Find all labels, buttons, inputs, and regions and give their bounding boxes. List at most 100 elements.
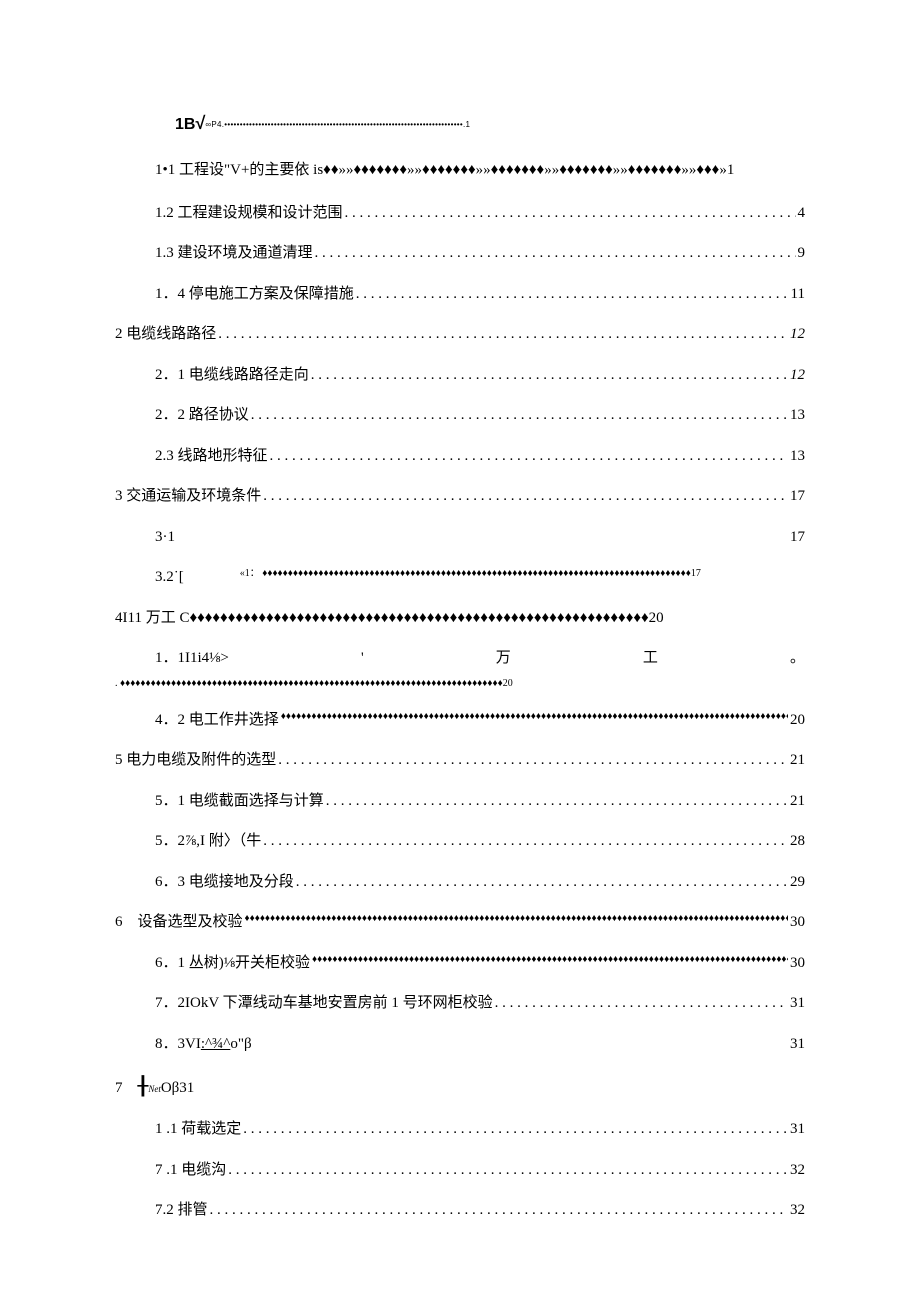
toc-entry: 4．2 电工作井选择 20: [115, 709, 805, 732]
toc-segment: 1．1I1i4⅛>: [155, 647, 229, 670]
toc-entry: 6 设备选型及校验 30: [115, 911, 805, 934]
toc-page: 28: [790, 830, 805, 853]
toc-label: 4．2 电工作井选择: [155, 709, 279, 732]
toc-page: 21: [790, 749, 805, 772]
toc-page: 13: [790, 445, 805, 468]
toc-entry: 2 电缆线路路径 12: [115, 323, 805, 346]
toc-leader: «1： ♦♦♦♦♦♦♦♦♦♦♦♦♦♦♦♦♦♦♦♦♦♦♦♦♦♦♦♦♦♦♦♦♦♦♦♦…: [240, 566, 805, 589]
toc-leader: [245, 911, 788, 926]
toc-page: 31: [790, 1118, 805, 1141]
toc-entry: 5．2⅞,I 附〉（牛 28: [115, 830, 805, 853]
toc-leader: . ♦♦♦♦♦♦♦♦♦♦♦♦♦♦♦♦♦♦♦♦♦♦♦♦♦♦♦♦♦♦♦♦♦♦♦♦♦♦…: [115, 676, 805, 691]
toc-label: 2.3 线路地形特征: [155, 445, 268, 468]
toc-entry: 1．4 停电施工方案及保障措施 11: [115, 283, 805, 306]
toc-label: 1.3 建设环境及通道清理: [155, 242, 313, 265]
toc-leader: [218, 323, 788, 338]
toc-label: 6．3 电缆接地及分段: [155, 871, 294, 894]
toc-label: 1 .1 荷载选定: [155, 1118, 241, 1141]
heading-radical: √: [195, 110, 205, 137]
toc-entry: 2．1 电缆线路路径走向 12: [115, 364, 805, 387]
toc-label: 5．1 电缆截面选择与计算: [155, 790, 324, 813]
toc-label: 3·1: [155, 526, 175, 549]
toc-label: 1.2 工程建设规模和设计范围: [155, 202, 343, 225]
toc-leader: [311, 364, 788, 379]
toc-segment: 。: [790, 647, 805, 670]
toc-segment: 工: [643, 647, 658, 670]
table-of-contents: 1•1 工程设"V+的主要依 is♦♦»»♦♦♦♦♦♦♦»»♦♦♦♦♦♦♦»»♦…: [115, 159, 805, 1222]
toc-leader: [251, 404, 788, 419]
toc-label: 5．2⅞,I 附〉（牛: [155, 830, 261, 853]
toc-label: 3 交通运输及环境条件: [115, 485, 261, 508]
toc-entry: 3·1 17: [115, 526, 805, 549]
toc-entry: 4I11 万工 C♦♦♦♦♦♦♦♦♦♦♦♦♦♦♦♦♦♦♦♦♦♦♦♦♦♦♦♦♦♦♦…: [115, 607, 805, 630]
toc-page: 32: [790, 1199, 805, 1222]
heading-prefix: 1B: [175, 113, 195, 137]
toc-entry: 7.2 排管 32: [115, 1199, 805, 1222]
toc-label: 2 电缆线路路径: [115, 323, 216, 346]
toc-leader: [345, 202, 796, 217]
toc-page: 13: [790, 404, 805, 427]
toc-entry: 2．2 路径协议 13: [115, 404, 805, 427]
toc-leader: [281, 709, 788, 724]
toc-segment: ': [361, 647, 364, 670]
document-page: 1B √ ∞P4.•••••••••••••••••••••••••••••••…: [0, 0, 920, 1300]
toc-entry: 1 .1 荷载选定 31: [115, 1118, 805, 1141]
toc-entry: 1•1 工程设"V+的主要依 is♦♦»»♦♦♦♦♦♦♦»»♦♦♦♦♦♦♦»»♦…: [115, 159, 805, 182]
toc-leader: [296, 871, 788, 886]
toc-entry: 1.3 建设环境及通道清理 9: [115, 242, 805, 265]
toc-heading-1: 1B √ ∞P4.•••••••••••••••••••••••••••••••…: [175, 110, 805, 137]
toc-label: 8．3VI:^¾^o"β: [155, 1033, 252, 1056]
toc-leader: [263, 830, 788, 845]
toc-leader: [312, 952, 788, 967]
toc-entry: 5 电力电缆及附件的选型 21: [115, 749, 805, 772]
toc-entry: 5．1 电缆截面选择与计算 21: [115, 790, 805, 813]
toc-page: 12: [790, 364, 805, 387]
toc-entry: 1.2 工程建设规模和设计范围 4: [115, 202, 805, 225]
toc-label: 2．2 路径协议: [155, 404, 249, 427]
toc-label: 6．1 丛树)⅛开关柜校验: [155, 952, 310, 975]
toc-page: 30: [790, 911, 805, 934]
heading-tail: ∞P4.••••••••••••••••••••••••••••••••••••…: [205, 119, 470, 131]
toc-entry: 3 交通运输及环境条件 17: [115, 485, 805, 508]
toc-entry: 6．1 丛树)⅛开关柜校验 30: [115, 952, 805, 975]
toc-leader: [278, 749, 788, 764]
toc-entry: 3.2˙[ «1： ♦♦♦♦♦♦♦♦♦♦♦♦♦♦♦♦♦♦♦♦♦♦♦♦♦♦♦♦♦♦♦…: [115, 566, 805, 589]
toc-leader: [326, 790, 788, 805]
toc-page: 4: [798, 202, 806, 225]
toc-label: 7 ╂NetOβ31: [115, 1073, 194, 1100]
toc-page: 31: [790, 1033, 805, 1056]
toc-label: 7.2 排管: [155, 1199, 208, 1222]
toc-leader: [356, 283, 789, 298]
toc-leader: [263, 485, 788, 500]
toc-leader: [228, 1159, 788, 1174]
toc-leader: [243, 1118, 788, 1133]
toc-page: 32: [790, 1159, 805, 1182]
toc-entry: 2.3 线路地形特征 13: [115, 445, 805, 468]
toc-label: 2．1 电缆线路路径走向: [155, 364, 309, 387]
toc-label: 6 设备选型及校验: [115, 911, 243, 934]
toc-label: 7．2IOkV 下潭线动车基地安置房前 1 号环网柜校验: [155, 992, 493, 1015]
toc-leader: [270, 445, 788, 460]
toc-label: 3.2˙[: [155, 566, 184, 589]
toc-page: 21: [790, 790, 805, 813]
toc-entry: 8．3VI:^¾^o"β 31: [115, 1033, 805, 1056]
toc-page: 9: [798, 242, 806, 265]
toc-entry: 1．1I1i4⅛> ' 万 工 。 . ♦♦♦♦♦♦♦♦♦♦♦♦♦♦♦♦♦♦♦♦♦♦♦♦♦…: [115, 647, 805, 691]
toc-page: 11: [791, 283, 805, 306]
toc-page: 17: [790, 526, 805, 549]
toc-label: 5 电力电缆及附件的选型: [115, 749, 276, 772]
toc-page: 17: [790, 485, 805, 508]
toc-leader: [315, 242, 796, 257]
toc-page: 31: [790, 992, 805, 1015]
toc-page: 20: [790, 709, 805, 732]
toc-entry: 6．3 电缆接地及分段 29: [115, 871, 805, 894]
toc-leader: [495, 992, 788, 1007]
toc-entry: 7 ╂NetOβ31: [115, 1073, 805, 1100]
toc-label: 7 .1 电缆沟: [155, 1159, 226, 1182]
toc-label: 1．4 停电施工方案及保障措施: [155, 283, 354, 306]
toc-page: 30: [790, 952, 805, 975]
toc-entry: 7 .1 电缆沟 32: [115, 1159, 805, 1182]
toc-page: 29: [790, 871, 805, 894]
toc-page: 12: [790, 323, 805, 346]
toc-segment: 万: [496, 647, 511, 670]
